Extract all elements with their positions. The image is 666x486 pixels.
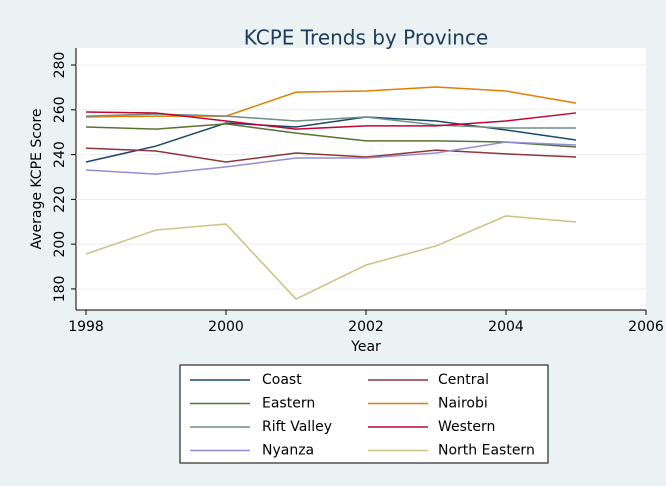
- y-tick-label: 280: [52, 52, 68, 79]
- y-tick-label: 180: [52, 276, 68, 303]
- x-tick-label: 1998: [68, 319, 104, 335]
- y-axis-label: Average KCPE Score: [29, 108, 45, 249]
- series-line: [86, 111, 577, 130]
- series-line: [85, 147, 577, 163]
- legend-label: Coast: [262, 372, 302, 388]
- series-line: [85, 141, 577, 175]
- legend-label: Nyanza: [262, 443, 314, 459]
- y-tick-label: 260: [52, 96, 68, 123]
- x-tick-label: 2002: [348, 319, 384, 335]
- legend-label: Western: [438, 419, 495, 435]
- legend-label: Nairobi: [438, 396, 488, 412]
- x-axis-label: Year: [350, 339, 381, 355]
- legend-label: Central: [438, 372, 489, 388]
- legend-label: North Eastern: [438, 443, 535, 459]
- series-line: [85, 123, 577, 148]
- legend: [179, 364, 549, 464]
- x-tick-label: 2000: [208, 319, 244, 335]
- legend-label: Rift Valley: [262, 419, 332, 435]
- chart-title: KCPE Trends by Province: [244, 26, 489, 50]
- series-line: [86, 86, 577, 118]
- x-tick-label: 2004: [488, 319, 524, 335]
- y-tick-label: 240: [52, 141, 68, 168]
- y-tick-label: 200: [52, 231, 68, 258]
- x-tick-label: 2006: [628, 319, 664, 335]
- series-line: [85, 116, 577, 163]
- y-tick-label: 220: [52, 186, 68, 213]
- legend-label: Eastern: [262, 396, 315, 412]
- series-line: [85, 215, 577, 300]
- plot-area: [76, 48, 646, 310]
